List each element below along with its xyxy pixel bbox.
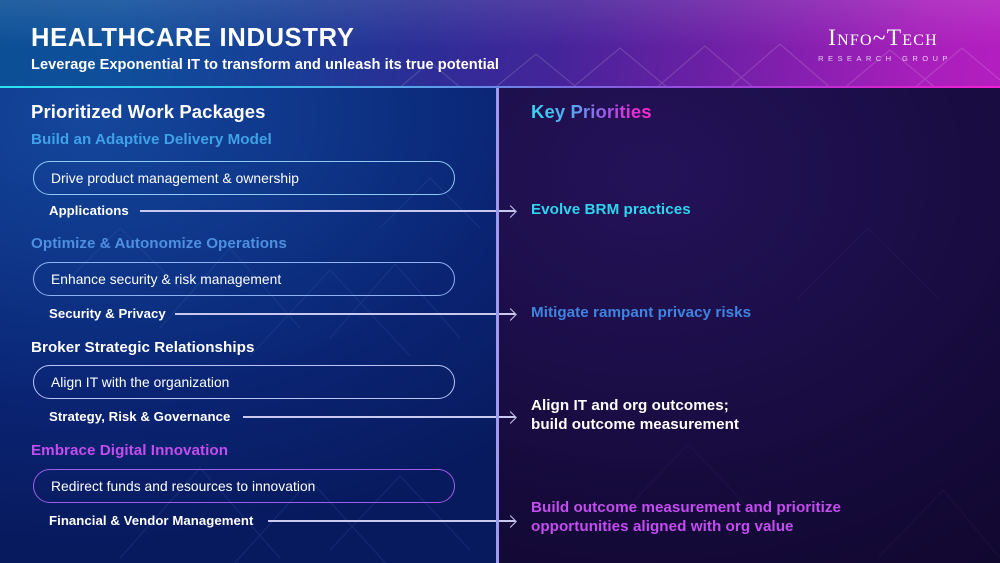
key-priority-1: Evolve BRM practices	[531, 201, 691, 218]
page-title: HEALTHCARE INDUSTRY	[31, 24, 355, 52]
practice-label-financial-vendor-management: Financial & Vendor Management	[49, 513, 254, 528]
key-priority-4: Build outcome measurement and prioritize…	[531, 499, 842, 535]
connector-line-4	[268, 520, 515, 522]
practice-label-applications: Applications	[49, 203, 129, 218]
key-priority-3: Align IT and org outcomes; build outcome…	[531, 397, 740, 433]
work-package-pill-4[interactable]: Redirect funds and resources to innovati…	[33, 469, 455, 503]
page-subtitle: Leverage Exponential IT to transform and…	[31, 57, 499, 73]
header-banner: HEALTHCARE INDUSTRY Leverage Exponential…	[0, 0, 1000, 88]
work-package-label-4: Redirect funds and resources to innovati…	[51, 478, 316, 494]
practice-label-security-privacy: Security & Privacy	[49, 306, 166, 321]
left-column-title: Prioritized Work Packages	[31, 101, 266, 122]
right-chevron-pattern	[617, 227, 1000, 559]
header-accent-rule	[0, 86, 1000, 89]
connector-line-1	[140, 210, 515, 212]
section-heading-optimize-operations: Optimize & Autonomize Operations	[31, 235, 287, 252]
connector-line-2	[175, 313, 515, 315]
section-heading-adaptive-delivery: Build an Adaptive Delivery Model	[31, 131, 272, 148]
key-priority-2: Mitigate rampant privacy risks	[531, 304, 752, 321]
work-package-pill-3[interactable]: Align IT with the organization	[33, 365, 455, 399]
work-package-label-1: Drive product management & ownership	[51, 170, 299, 186]
section-heading-broker-relationships: Broker Strategic Relationships	[31, 339, 255, 356]
column-divider	[496, 88, 499, 563]
right-column-title: Key Priorities	[531, 101, 652, 122]
connector-line-3	[243, 416, 515, 418]
info-tech-logo: Info~Tech RESEARCH GROUP	[788, 26, 978, 63]
logo-wordmark: Info~Tech	[828, 25, 938, 51]
practice-label-strategy-risk-governance: Strategy, Risk & Governance	[49, 409, 231, 424]
section-heading-digital-innovation: Embrace Digital Innovation	[31, 442, 229, 459]
left-panel	[0, 88, 498, 563]
logo-tagline: RESEARCH GROUP	[818, 53, 952, 63]
work-package-label-2: Enhance security & risk management	[51, 271, 282, 287]
right-panel	[498, 88, 1000, 563]
work-package-pill-1[interactable]: Drive product management & ownership	[33, 161, 455, 195]
work-package-label-3: Align IT with the organization	[51, 374, 230, 390]
work-package-pill-2[interactable]: Enhance security & risk management	[33, 262, 455, 296]
